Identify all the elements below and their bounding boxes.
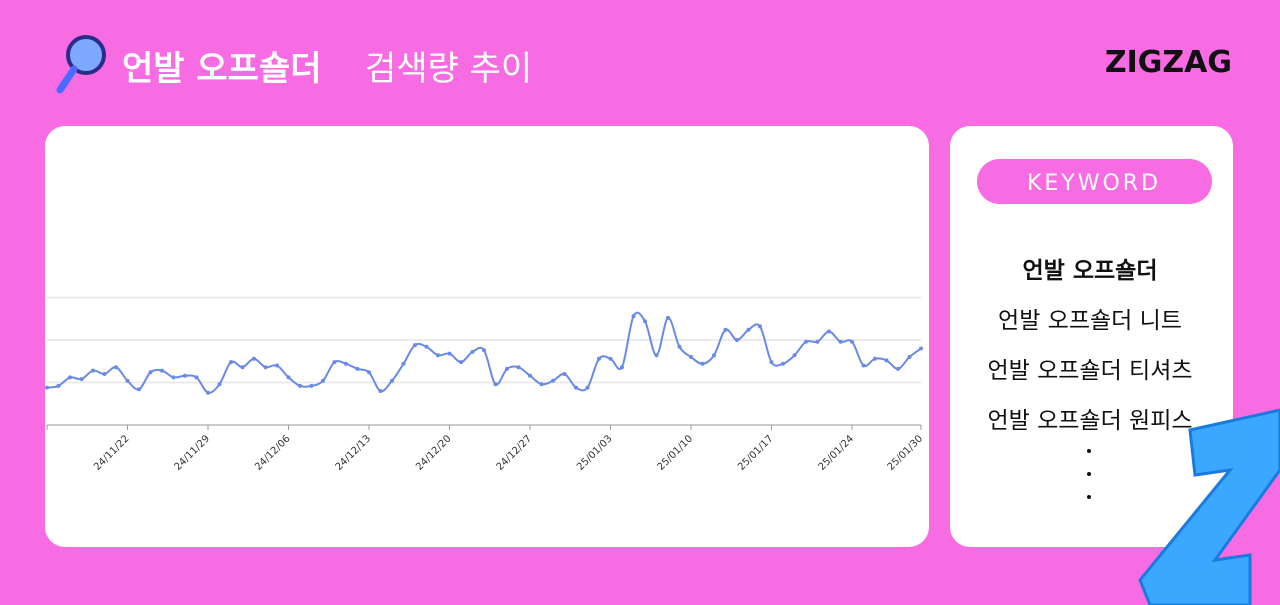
point	[344, 361, 348, 366]
point	[700, 361, 705, 366]
point	[746, 327, 751, 332]
point	[861, 363, 866, 368]
point	[562, 372, 567, 376]
point	[620, 365, 624, 370]
point	[424, 344, 429, 349]
point	[102, 372, 107, 376]
point	[884, 358, 889, 363]
point	[896, 366, 900, 371]
title-keyword: 언발 오프숄더	[122, 49, 322, 89]
point	[217, 382, 222, 387]
keyword-badge	[977, 159, 1212, 204]
point	[838, 339, 843, 344]
magnifier-icon	[56, 35, 106, 94]
point	[206, 390, 210, 395]
point	[689, 355, 693, 359]
point	[263, 365, 268, 370]
keyword-item: 언발 오프숄더 원피스	[987, 408, 1192, 434]
point	[332, 360, 337, 365]
point	[413, 343, 417, 348]
point	[723, 327, 728, 332]
keyword-item: 언발 오프숄더 티셔츠	[987, 358, 1192, 384]
point	[574, 385, 578, 390]
chart-card	[45, 126, 929, 547]
point	[643, 319, 647, 324]
point	[666, 315, 670, 320]
point	[321, 378, 325, 383]
point	[539, 382, 544, 387]
point	[470, 349, 475, 354]
point	[551, 378, 555, 383]
point	[815, 339, 820, 344]
point	[56, 383, 61, 388]
point	[160, 368, 164, 373]
point	[148, 370, 153, 375]
point	[850, 339, 854, 344]
point	[194, 375, 199, 380]
ellipsis	[1087, 449, 1091, 499]
point	[79, 377, 84, 382]
point	[597, 356, 601, 361]
point	[240, 365, 245, 370]
point	[459, 360, 463, 365]
point	[505, 366, 509, 371]
point	[654, 353, 659, 358]
point	[91, 368, 95, 373]
point	[516, 365, 521, 370]
point	[183, 373, 187, 378]
keyword-heading: KEYWORD	[1027, 171, 1161, 196]
point	[907, 355, 912, 359]
keyword-item: 언발 오프숄더	[1023, 258, 1158, 284]
point	[367, 370, 371, 375]
point	[286, 375, 291, 380]
point	[114, 365, 118, 370]
z-sticker	[1138, 408, 1280, 605]
point	[125, 378, 130, 383]
keyword-card	[950, 126, 1233, 547]
point	[45, 385, 49, 390]
point	[275, 363, 279, 368]
point	[608, 356, 613, 361]
point	[482, 348, 486, 353]
point	[390, 378, 394, 383]
point	[378, 389, 383, 393]
point	[528, 373, 532, 378]
point	[298, 383, 302, 388]
point	[677, 344, 682, 349]
point	[758, 324, 762, 329]
point	[827, 329, 831, 334]
logo: ZIGZAG	[1105, 45, 1232, 80]
point	[873, 356, 877, 361]
point	[769, 360, 774, 365]
point	[712, 353, 716, 358]
point	[252, 356, 256, 361]
point	[804, 339, 808, 344]
point	[309, 383, 314, 388]
title-text: 검색량 추이	[365, 49, 532, 89]
point	[792, 353, 797, 358]
keyword-item: 언발 오프숄더 니트	[998, 308, 1182, 334]
point	[631, 314, 636, 319]
point	[401, 361, 406, 366]
point	[229, 360, 233, 365]
point	[493, 382, 498, 387]
point	[447, 351, 452, 356]
point	[355, 366, 360, 371]
point	[585, 385, 590, 390]
point	[436, 353, 440, 358]
point	[68, 375, 72, 380]
point	[735, 338, 739, 342]
point	[919, 346, 923, 351]
point	[781, 361, 785, 366]
point	[171, 375, 176, 380]
point	[137, 387, 141, 392]
